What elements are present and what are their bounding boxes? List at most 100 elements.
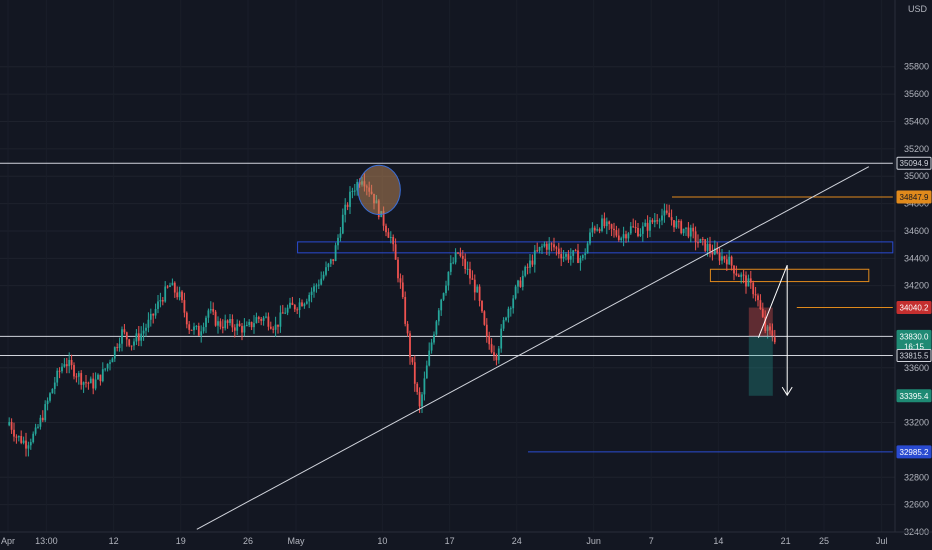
price-tag-label: 32985.2 [900,448,929,457]
time-tick-label: Jul [876,536,888,546]
time-axis-panel[interactable] [0,532,895,550]
candle-body [238,323,241,327]
candle-body [46,400,49,405]
price-tick-label: 34200 [904,281,929,291]
candle-body [404,297,407,324]
candle-body [291,302,294,306]
candle-body [308,294,311,302]
candle-body [653,220,656,223]
candle-body [207,310,210,318]
candle-body [481,300,483,312]
candles [8,173,776,457]
candle-body [217,321,219,326]
candle-body [689,227,692,237]
candle-body [538,246,541,251]
candle-body [454,252,457,263]
candle-body [701,238,704,240]
candle-body [53,382,56,389]
price-axis-panel[interactable] [895,0,932,532]
candle-body [277,324,279,327]
candle-body [205,317,207,328]
candle-body [656,220,659,222]
candle-body [322,274,325,279]
candle-body [421,394,423,407]
candle-body [334,245,337,261]
candle-body [260,318,263,321]
candle-body [641,226,644,234]
candle-body [49,393,51,401]
candle-body [680,221,683,234]
candle-body [730,256,733,266]
candle-body [389,237,392,239]
candle-body [20,435,23,443]
time-tick-label: Apr [1,536,15,546]
candle-body [305,301,308,304]
candle-body [44,404,47,421]
candle-body [221,326,224,329]
candle-body [22,440,25,443]
candle-body [61,366,63,372]
candle-body [663,210,666,216]
price-tick-label: 33600 [904,363,929,373]
candle-body [193,326,195,331]
candle-body [605,221,608,227]
candle-body [25,440,27,449]
currency-label: USD [908,4,928,14]
candle-body [183,300,186,313]
candle-body [226,320,229,323]
candle-body [116,347,119,349]
candle-body [658,220,661,222]
candle-body [262,317,265,321]
price-tag-label: 35094.9 [900,159,929,168]
zones [297,241,894,283]
candle-body [449,263,452,272]
price-tag-box [896,445,932,459]
candle-body [118,343,121,348]
candle-body [545,243,548,250]
candle-body [526,266,529,268]
candle-body [272,328,275,330]
price-tag-label: 33815.5 [900,351,929,360]
price-tag-box [896,301,932,315]
time-tick-label: 14 [713,536,723,546]
time-tick-label: 7 [649,536,654,546]
price-tick-label: 35800 [904,62,929,72]
candle-body [764,316,767,331]
position-target-zone [748,336,773,396]
highlight-ellipse [357,164,401,216]
candle-body [425,365,428,379]
candle-body [572,250,575,256]
candle-body [245,324,248,326]
candle-body [665,210,668,213]
candle-body [284,312,287,314]
candle-body [137,333,140,341]
candle-body [293,305,296,310]
candle-body [10,421,13,430]
candle-body [298,302,301,310]
candle-body [353,190,356,192]
candle-body [332,259,335,261]
candle-body [706,244,709,251]
candle-body [548,243,551,250]
candle-body [315,285,318,287]
candle-body [493,352,495,356]
candle-body [757,295,759,301]
price-tag-box [896,190,932,204]
time-tick-label: 10 [377,536,387,546]
candle-body [142,330,145,334]
candle-body [269,326,272,329]
candle-body [416,383,419,392]
candle-body [130,345,133,347]
candle-body [589,232,591,244]
candle-body [169,285,171,287]
candle-body [461,255,464,259]
candle-body [569,255,572,260]
candle-body [135,333,138,342]
candle-body [202,327,205,332]
candle-body [737,275,740,277]
candle-body [512,298,515,309]
trendline [196,166,870,530]
candle-body [716,248,719,253]
candle-body [488,336,491,345]
